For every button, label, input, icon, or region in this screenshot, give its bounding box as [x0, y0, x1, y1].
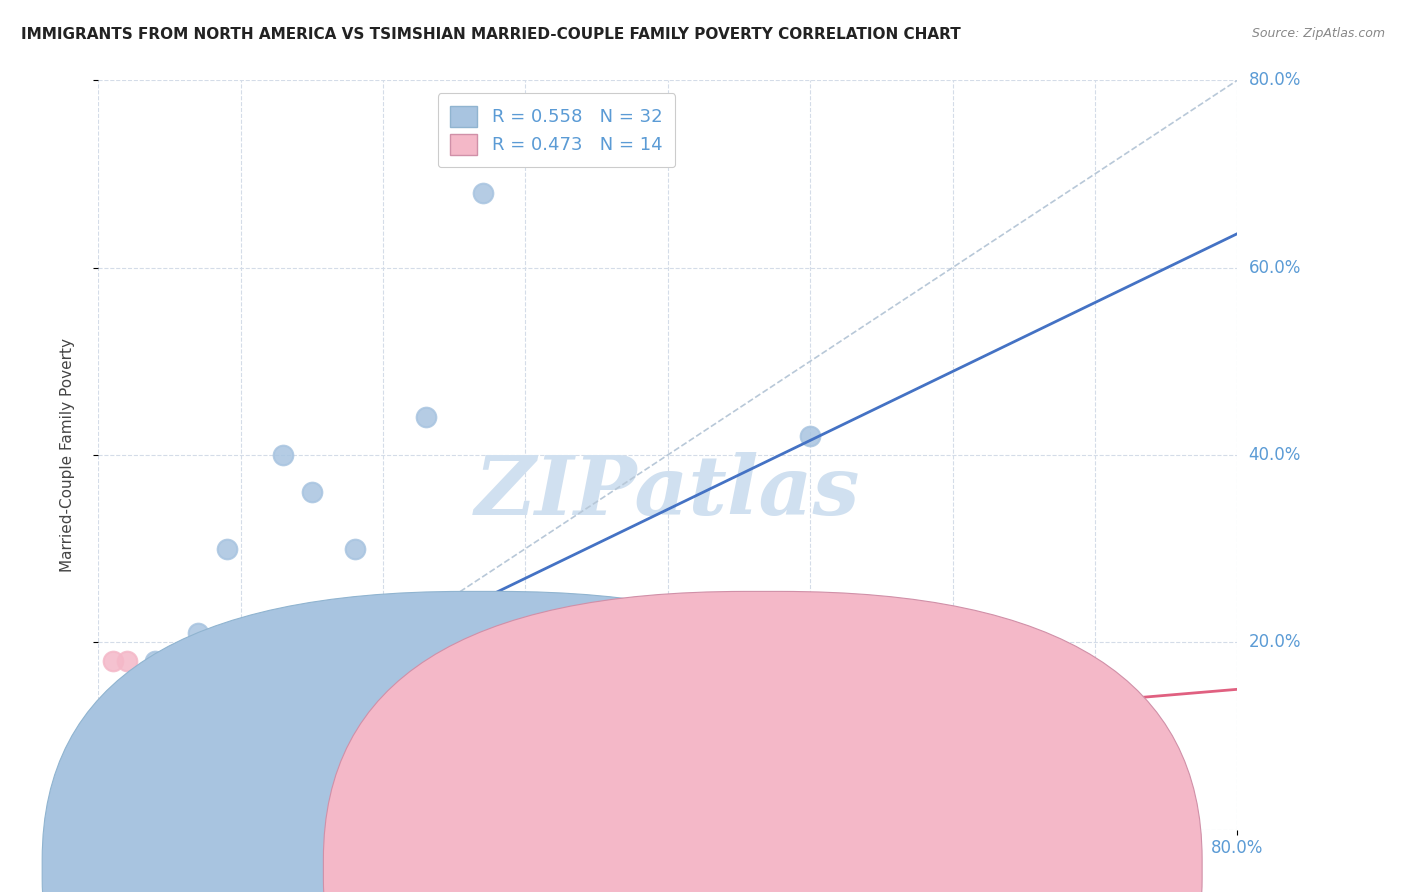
Text: Tsimshian: Tsimshian: [787, 862, 862, 876]
Point: [229, 654, 252, 668]
Point: [145, 795, 167, 809]
Point: [1084, 691, 1107, 706]
Text: ZIPatlas: ZIPatlas: [475, 452, 860, 533]
Point: [173, 785, 195, 799]
Point: [145, 814, 167, 828]
Text: IMMIGRANTS FROM NORTH AMERICA VS TSIMSHIAN MARRIED-COUPLE FAMILY POVERTY CORRELA: IMMIGRANTS FROM NORTH AMERICA VS TSIMSHI…: [21, 27, 960, 42]
Point: [401, 785, 423, 799]
Text: 80.0%: 80.0%: [1249, 71, 1301, 89]
Text: 40.0%: 40.0%: [1249, 446, 1301, 464]
Point: [585, 756, 607, 771]
Point: [129, 804, 152, 818]
Point: [187, 804, 209, 818]
Point: [145, 804, 167, 818]
Point: [159, 804, 181, 818]
Y-axis label: Married-Couple Family Poverty: Married-Couple Family Poverty: [60, 338, 75, 572]
Point: [401, 691, 423, 706]
Point: [145, 654, 167, 668]
Text: Immigrants from North America: Immigrants from North America: [506, 862, 749, 876]
Point: [129, 814, 152, 828]
Point: [301, 485, 323, 500]
Point: [115, 776, 138, 790]
Point: [273, 448, 295, 462]
Point: [343, 541, 366, 556]
Point: [173, 804, 195, 818]
Point: [201, 682, 224, 697]
Point: [201, 795, 224, 809]
Point: [115, 795, 138, 809]
Point: [101, 795, 124, 809]
Point: [215, 795, 238, 809]
Point: [201, 785, 224, 799]
Point: [115, 785, 138, 799]
Point: [215, 541, 238, 556]
Point: [273, 785, 295, 799]
Legend: R = 0.558   N = 32, R = 0.473   N = 14: R = 0.558 N = 32, R = 0.473 N = 14: [437, 93, 675, 168]
Text: 20.0%: 20.0%: [1249, 633, 1301, 651]
Point: [799, 429, 821, 443]
Point: [343, 785, 366, 799]
Text: Source: ZipAtlas.com: Source: ZipAtlas.com: [1251, 27, 1385, 40]
Point: [229, 785, 252, 799]
Point: [471, 186, 494, 200]
Point: [415, 410, 437, 425]
Point: [387, 795, 409, 809]
Point: [1084, 691, 1107, 706]
Point: [129, 776, 152, 790]
Point: [159, 814, 181, 828]
Point: [187, 626, 209, 640]
Point: [229, 785, 252, 799]
Point: [173, 644, 195, 658]
Point: [373, 785, 395, 799]
Point: [115, 654, 138, 668]
Point: [101, 804, 124, 818]
Point: [101, 654, 124, 668]
Text: 60.0%: 60.0%: [1249, 259, 1301, 277]
Point: [115, 804, 138, 818]
Point: [287, 710, 309, 724]
